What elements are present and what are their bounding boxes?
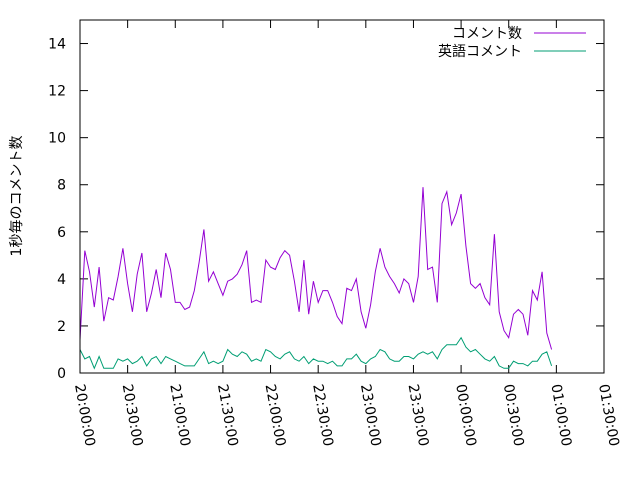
x-tick-label: 23:30:00 — [405, 383, 432, 448]
x-tick-label: 00:30:00 — [500, 383, 527, 448]
legend-label-1: コメント数 — [452, 26, 522, 42]
y-tick-label: 12 — [48, 84, 66, 100]
plot-frame — [79, 19, 605, 374]
x-tick-label: 22:30:00 — [309, 383, 336, 448]
legend-label-2: 英語コメント — [438, 43, 522, 60]
ticks-layer: 0 2 4 6 8 10 12 14 20:00:00 20:30:00 21:00:00 21:30… — [48, 20, 622, 448]
y-tick-label: 14 — [48, 37, 66, 53]
x-tick-label: 01:00:00 — [547, 383, 574, 448]
y-tick-label: 2 — [57, 319, 66, 335]
y-tick-label: 8 — [57, 178, 66, 194]
x-tick-label: 00:00:00 — [452, 383, 479, 448]
x-tick-label: 23:00:00 — [357, 383, 384, 448]
x-tick-label: 21:00:00 — [166, 383, 193, 448]
y-axis-label: 1秒毎のコメント数 — [9, 136, 25, 257]
series-line-1 — [79, 187, 553, 350]
y-tick-label: 6 — [57, 225, 66, 241]
x-tick-label: 21:30:00 — [214, 383, 241, 448]
y-tick-label: 0 — [57, 366, 66, 382]
x-tick-label: 01:30:00 — [595, 383, 622, 448]
series-line-2 — [79, 336, 553, 370]
series-layer — [79, 187, 553, 370]
x-tick-label: 22:00:00 — [262, 383, 289, 448]
y-tick-label: 4 — [57, 272, 66, 288]
y-tick-label: 10 — [48, 131, 66, 147]
x-tick-label: 20:30:00 — [119, 383, 146, 448]
x-tick-label: 20:00:00 — [71, 383, 98, 448]
